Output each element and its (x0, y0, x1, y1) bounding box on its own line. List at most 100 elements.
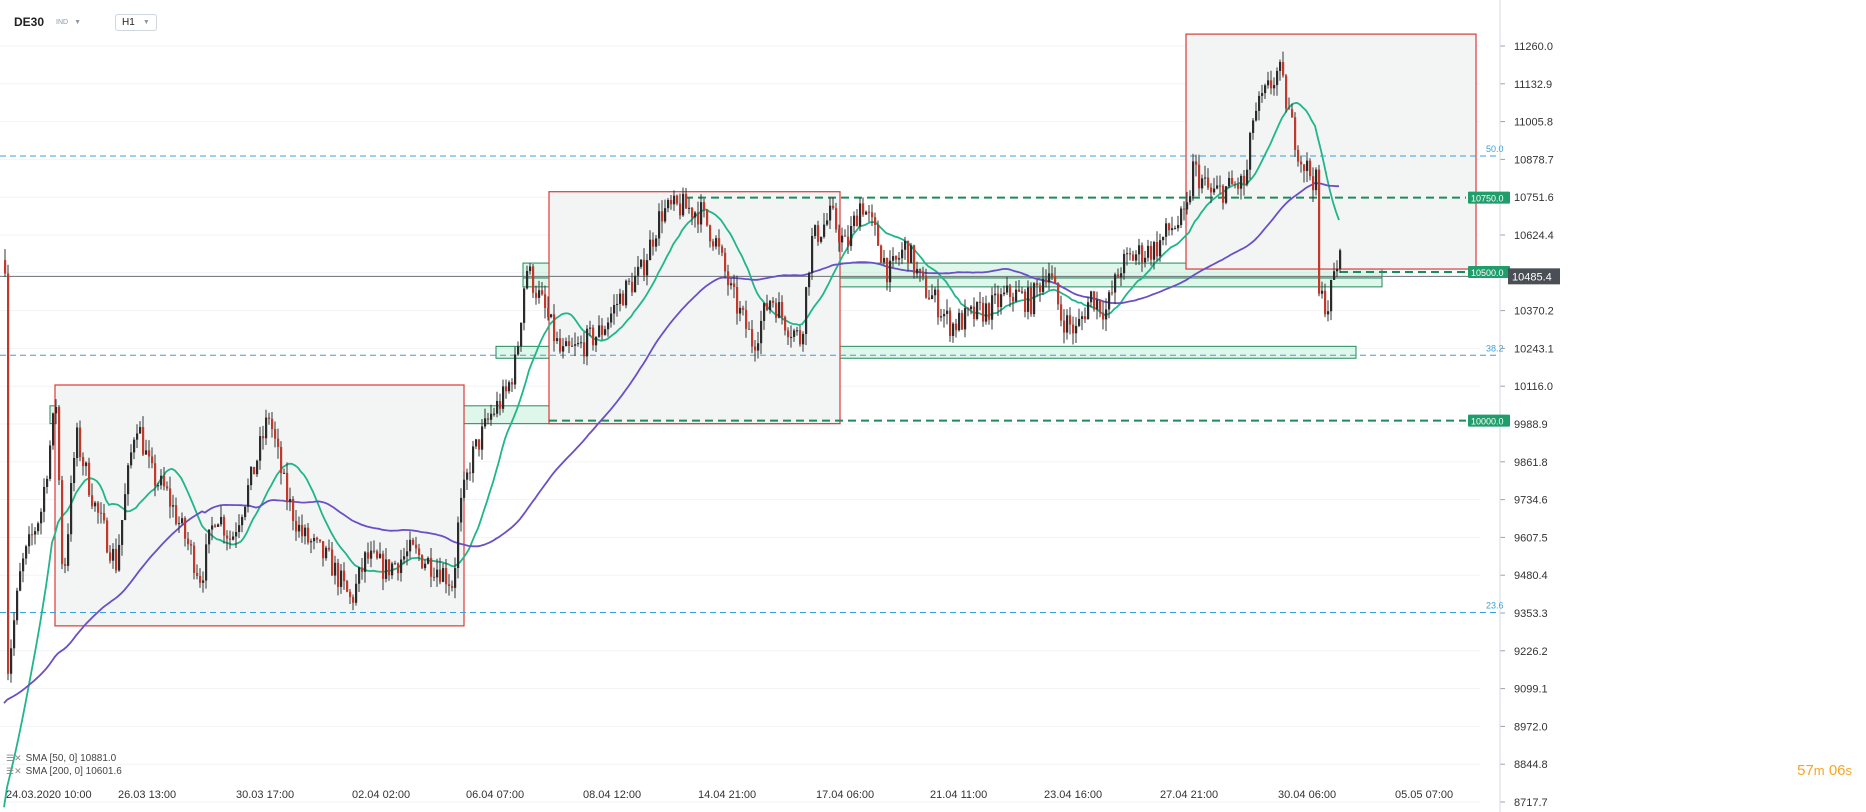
candle-body (370, 550, 373, 559)
candle-body (712, 241, 715, 247)
candle-body (301, 524, 304, 537)
candle-body (589, 327, 592, 329)
candle-body (154, 463, 157, 486)
candle-body (1282, 61, 1285, 76)
candle-body (793, 330, 796, 337)
candle-body (427, 557, 430, 564)
candle-body (817, 225, 820, 242)
candle-body (220, 516, 223, 525)
candle-body (853, 215, 856, 227)
candle-body (631, 281, 634, 293)
candle-body (271, 418, 274, 430)
candle-body (1054, 275, 1057, 283)
candle-body (1168, 223, 1171, 231)
candle-body (823, 224, 826, 237)
candle-body (316, 537, 319, 540)
candle-body (772, 300, 775, 303)
time-tick-label: 06.04 07:00 (466, 789, 524, 801)
candle-body (835, 208, 838, 230)
candle-body (955, 323, 958, 331)
candle-body (598, 325, 601, 337)
time-tick-label: 30.04 06:00 (1278, 789, 1336, 801)
candle-body (994, 293, 997, 296)
candle-body (379, 553, 382, 559)
candle-body (763, 303, 766, 321)
candle-body (871, 212, 874, 218)
candle-body (808, 272, 811, 288)
chevron-down-icon[interactable]: ▼ (74, 18, 82, 26)
candle-body (526, 271, 529, 289)
zone-rect (495, 345, 1357, 359)
legend-row-sma200[interactable]: ☰✕ SMA [200, 0] 10601.6 (6, 765, 122, 778)
candle-body (1096, 299, 1099, 310)
candle-body (1339, 250, 1342, 270)
countdown-seconds-unit: s (1845, 763, 1853, 778)
candle-body (937, 289, 940, 318)
candle-body (616, 303, 619, 305)
candle-body (1126, 253, 1129, 255)
candle-body (646, 260, 649, 276)
legend-row-sma50[interactable]: ☰✕ SMA [50, 0] 10881.0 (6, 752, 122, 765)
candle-body (850, 226, 853, 247)
price-level-text: 10000.0 (1471, 417, 1504, 427)
candle-body (313, 537, 316, 542)
candle-body (118, 544, 121, 571)
candle-body (1285, 75, 1288, 109)
candle-body (1186, 202, 1189, 210)
candle-body (946, 310, 949, 314)
candle-body (592, 327, 595, 346)
candle-body (877, 224, 880, 246)
candle-body (187, 538, 190, 545)
candle-body (721, 246, 724, 253)
candle-body (319, 539, 322, 542)
candle-body (1276, 70, 1279, 86)
candle-body (358, 567, 361, 584)
chart-toolbar: DE30 IND ▼ H1 ▼ (8, 10, 157, 34)
candle-body (31, 534, 34, 536)
candle-body (205, 544, 208, 581)
eye-icon[interactable]: ☰✕ (6, 753, 22, 763)
candle-body (565, 341, 568, 347)
candle-body (175, 505, 178, 524)
candle-body (637, 266, 640, 276)
candle-body (691, 207, 694, 218)
candle-body (649, 239, 652, 261)
candle-body (532, 266, 535, 293)
candle-body (1141, 245, 1144, 263)
candle-body (1003, 292, 1006, 295)
candle-body (490, 413, 493, 420)
candle-body (1042, 278, 1045, 292)
candle-body (1252, 120, 1255, 133)
candle-body (385, 559, 388, 579)
time-tick-label: 21.04 11:00 (930, 789, 987, 801)
candle-body (1159, 240, 1162, 257)
candle-body (1099, 299, 1102, 313)
candle-body (1330, 279, 1333, 312)
candle-body (919, 268, 922, 272)
candle-body (430, 557, 433, 577)
price-tick-label: 10751.6 (1514, 192, 1554, 204)
candle-body (493, 413, 496, 415)
symbol-label[interactable]: DE30 (14, 15, 45, 29)
candle-body (544, 294, 547, 308)
time-tick-label: 23.04 16:00 (1044, 789, 1102, 801)
candle-body (157, 485, 160, 487)
candle-body (1198, 164, 1201, 189)
candle-body (925, 276, 928, 298)
candle-body (1336, 269, 1339, 272)
timeframe-button[interactable]: H1 ▼ (115, 13, 157, 31)
candle-body (253, 466, 256, 475)
candle-body (778, 301, 781, 318)
candle-body (1087, 302, 1090, 320)
candle-body (409, 539, 412, 552)
candle-body (1018, 289, 1021, 292)
candle-body (718, 238, 721, 247)
price-level-badge (1468, 414, 1510, 427)
fib-label: 50.0 (1486, 144, 1504, 154)
eye-icon[interactable]: ☰✕ (6, 766, 22, 776)
time-axis: 24.03.2020 10:00 26.03 13:00 30.03 17:00 02… (6, 789, 1453, 801)
candle-body (94, 502, 97, 507)
candle-body (46, 478, 49, 487)
candle-body (550, 314, 553, 318)
